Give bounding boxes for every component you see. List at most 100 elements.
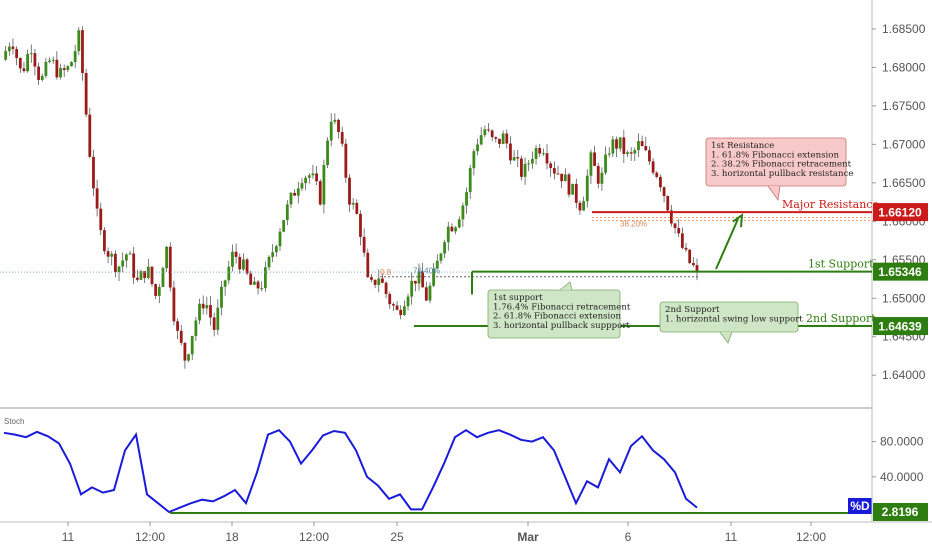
candle-body	[77, 30, 81, 52]
candle-body	[59, 68, 62, 78]
stoch-series-tag	[848, 498, 872, 514]
level-price-badge	[873, 317, 928, 336]
annotation-pointer	[719, 331, 733, 344]
candle-body	[249, 273, 253, 285]
candle-body	[677, 228, 681, 234]
candle-body	[457, 219, 461, 228]
candle-body	[618, 137, 622, 149]
time-tick-label: Mar	[517, 530, 539, 544]
candle-body	[428, 285, 432, 301]
candle-body	[468, 168, 472, 193]
candle-body	[501, 133, 505, 144]
candle-body	[684, 247, 688, 250]
candle-body	[92, 156, 95, 189]
target-arrow	[715, 218, 739, 270]
candle-body	[307, 175, 311, 178]
candle-body	[443, 242, 447, 254]
level-price-label: 1.65346	[878, 265, 922, 279]
candle-body	[585, 175, 589, 202]
candle-body	[359, 213, 362, 237]
candle-body	[523, 163, 527, 177]
level-name: 2nd Support	[806, 312, 876, 325]
candle-body	[44, 61, 48, 77]
candle-body	[461, 205, 465, 220]
candle-body	[117, 266, 121, 272]
annotation-line: 1. 61.8% Fibonacci extension	[711, 150, 839, 160]
candle-body	[549, 163, 553, 169]
candle-body	[296, 188, 300, 196]
stochastic-pane[interactable]: %D 2.8196	[3, 429, 928, 521]
candle-body	[198, 303, 201, 321]
price-axis[interactable]: 1.685001.680001.675001.670001.665001.660…	[872, 22, 926, 484]
annotation-line: 2. 38.2% Fibonacci retracement	[711, 160, 852, 170]
candle-body	[48, 60, 51, 62]
candle-body	[552, 168, 556, 174]
annotation-pointer	[559, 281, 573, 291]
candle-body	[183, 342, 187, 361]
candle-body	[494, 137, 498, 139]
candle-body	[446, 226, 450, 243]
time-tick-label: 12:00	[135, 530, 165, 544]
candle-body	[351, 202, 355, 205]
candle-body	[633, 150, 637, 154]
candle-body	[421, 271, 425, 288]
candle-body	[326, 140, 329, 166]
candle-body	[132, 253, 136, 278]
candle-body	[589, 152, 593, 176]
candle-body	[212, 317, 216, 330]
candle-body	[626, 152, 629, 154]
candle-body	[567, 174, 571, 195]
candle-body	[512, 157, 516, 161]
candle-body	[194, 320, 198, 337]
candle-body	[370, 277, 373, 280]
annotation-pointer	[767, 185, 781, 202]
level-price-badge	[873, 262, 928, 281]
price-tick-label: 1.68500	[882, 22, 926, 36]
candle-body	[498, 138, 501, 144]
candle-body	[527, 163, 531, 165]
candle-body	[406, 296, 410, 307]
candle-body	[644, 146, 648, 151]
candle-body	[103, 230, 106, 252]
price-tick-label: 1.67000	[882, 137, 926, 151]
candle-body	[629, 152, 633, 154]
candle-body	[424, 287, 428, 301]
candle-body	[99, 208, 103, 231]
candle-body	[340, 132, 344, 144]
time-tick-label: 11	[725, 530, 738, 544]
annotation-line: 1st support	[493, 293, 543, 303]
candle-body	[40, 76, 44, 80]
candle-body	[666, 195, 670, 211]
candle-body	[373, 279, 377, 285]
candle-body	[695, 265, 699, 273]
candle-body	[161, 268, 165, 287]
candle-body	[128, 253, 132, 255]
price-tick-label: 1.67500	[882, 99, 926, 113]
candle-body	[121, 260, 125, 267]
candle-body	[402, 306, 406, 316]
candle-body	[582, 201, 586, 211]
candle-body	[66, 66, 70, 70]
candle-body	[165, 246, 169, 269]
candle-body	[538, 148, 542, 154]
candle-body	[311, 173, 315, 176]
candle-body	[435, 260, 439, 269]
candle-body	[168, 246, 172, 288]
candle-body	[520, 158, 523, 177]
candle-body	[556, 173, 560, 175]
candle-body	[395, 305, 399, 310]
candle-body	[37, 66, 40, 80]
time-axis[interactable]: 11 12:00 18 12:00 25 Mar 6 11 12:00	[62, 522, 827, 544]
candle-body	[648, 150, 651, 162]
candle-body	[637, 141, 640, 151]
price-pane[interactable]	[4, 26, 699, 369]
annotation-box-support1[interactable]	[487, 289, 621, 339]
fib-label: 76.40%	[413, 267, 440, 276]
candle-body	[563, 174, 567, 182]
candle-body	[176, 321, 179, 331]
candle-body	[596, 165, 600, 184]
annotation-line: 1.76.4% Fibonacci retracement	[493, 302, 631, 312]
price-tick-label: 1.66500	[882, 176, 926, 190]
candle-body	[51, 59, 55, 61]
